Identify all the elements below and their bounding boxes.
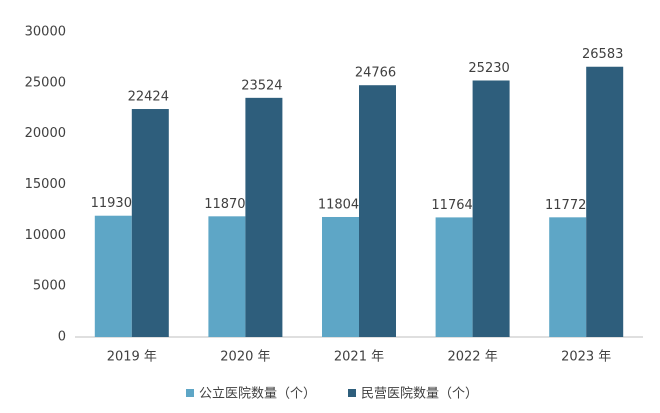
bar [208,216,246,337]
data-label: 11870 [204,197,245,212]
x-tick-label: 2020 年 [220,350,270,365]
bar [322,216,359,337]
bar [245,97,283,338]
data-label: 25230 [468,61,509,76]
bar [472,80,510,338]
x-tick-label: 2023 年 [561,350,611,365]
data-label: 11772 [545,198,586,213]
bar [359,85,396,337]
bar [435,217,473,337]
data-label: 11804 [318,197,359,212]
bar [131,109,169,337]
bar [549,217,587,337]
data-label: 26583 [582,47,623,62]
legend-label: 公立医院数量（个） [199,387,316,402]
legend-label: 民营医院数量（个） [361,387,478,402]
x-tick-label: 2022 年 [447,350,497,365]
y-tick-label: 0 [58,330,66,345]
bar [586,66,624,337]
x-tick-label: 2019 年 [107,350,157,365]
data-label: 11930 [91,196,132,211]
legend-swatch [348,389,356,397]
y-tick-label: 10000 [25,228,66,243]
legend-swatch [186,389,194,397]
data-label: 23524 [241,78,282,93]
y-tick-label: 25000 [25,75,66,90]
data-label: 11764 [431,198,472,213]
data-label: 24766 [355,66,396,81]
data-label: 22424 [128,90,169,105]
x-tick-label: 2021 年 [334,350,384,365]
y-tick-label: 5000 [33,279,66,294]
y-tick-label: 15000 [25,177,66,192]
y-tick-label: 20000 [25,126,66,141]
y-tick-label: 30000 [25,25,66,40]
bar [94,215,132,337]
